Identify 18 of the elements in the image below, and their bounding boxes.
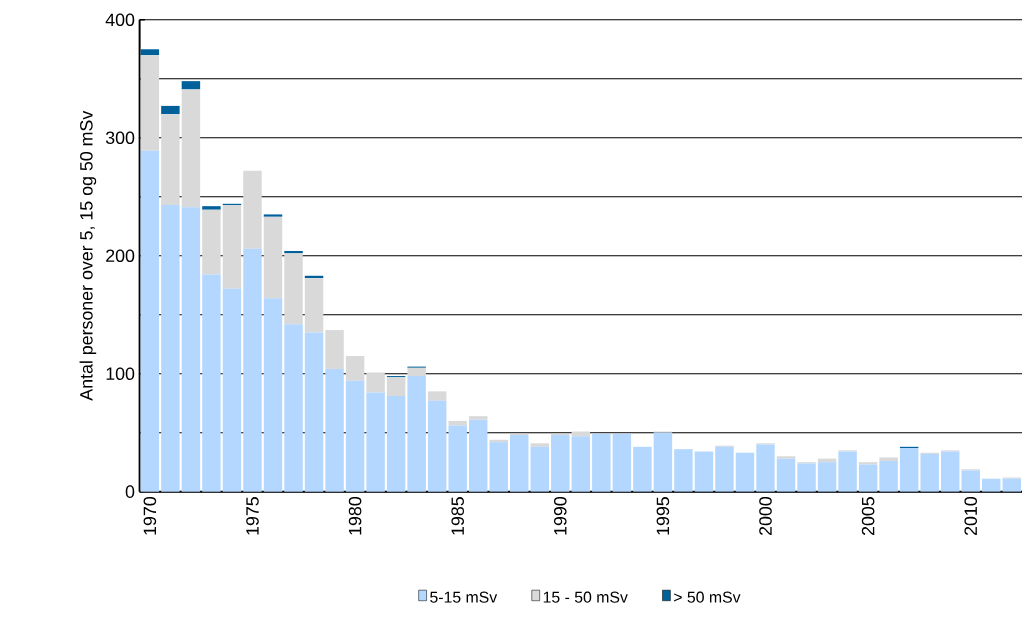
y-tick-label: 200 xyxy=(106,249,135,262)
x-tick-label: 1995 xyxy=(656,496,670,535)
x-tick-label: 2010 xyxy=(964,496,978,535)
legend-label: > 50 mSv xyxy=(674,591,741,603)
x-tick-label: 1985 xyxy=(451,496,464,535)
x-tick-label: 2005 xyxy=(861,496,875,535)
y-tick-label: 0 xyxy=(125,485,135,498)
y-tick-label: 100 xyxy=(106,367,135,380)
x-tick-label: 1970 xyxy=(143,496,157,535)
legend-label: 5-15 mSv xyxy=(430,591,498,603)
y-axis-title: Antal personer over 5, 15 og 50 mSv xyxy=(79,110,97,401)
x-tick-label: 1980 xyxy=(348,496,362,535)
x-tick-label: 1975 xyxy=(246,496,259,535)
y-tick-label: 300 xyxy=(105,131,135,144)
x-tick-label: 1990 xyxy=(553,496,567,535)
y-tick-label: 400 xyxy=(105,13,135,26)
legend-label: 15 - 50 mSv xyxy=(543,591,628,603)
x-tick-label: 2000 xyxy=(759,496,772,535)
